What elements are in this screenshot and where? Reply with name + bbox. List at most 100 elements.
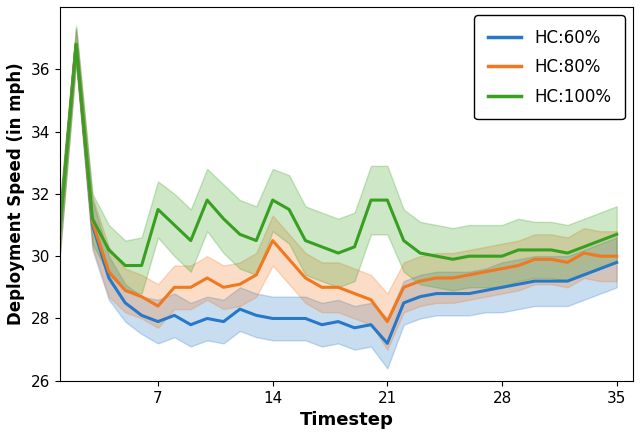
HC:80% — [252, 272, 260, 277]
HC:80% — [334, 285, 342, 290]
HC:60% — [547, 279, 555, 284]
HC:100% — [138, 263, 145, 268]
HC:60% — [613, 260, 621, 265]
HC:100% — [531, 247, 539, 252]
HC:80% — [285, 257, 293, 262]
HC:100% — [449, 257, 457, 262]
HC:60% — [564, 279, 572, 284]
HC:80% — [318, 285, 326, 290]
HC:100% — [613, 232, 621, 237]
HC:80% — [122, 288, 129, 293]
HC:60% — [72, 42, 80, 47]
HC:60% — [204, 316, 211, 321]
HC:80% — [236, 282, 244, 287]
HC:100% — [498, 254, 506, 259]
Line: HC:100%: HC:100% — [60, 44, 617, 266]
HC:60% — [89, 222, 97, 228]
HC:100% — [220, 216, 227, 221]
HC:60% — [269, 316, 276, 321]
HC:60% — [449, 291, 457, 296]
HC:80% — [187, 285, 195, 290]
HC:60% — [285, 316, 293, 321]
HC:100% — [285, 207, 293, 212]
HC:80% — [269, 238, 276, 243]
HC:80% — [220, 285, 227, 290]
HC:100% — [56, 228, 63, 234]
HC:80% — [564, 260, 572, 265]
HC:80% — [580, 250, 588, 255]
HC:60% — [400, 300, 408, 306]
HC:100% — [72, 42, 80, 47]
HC:60% — [187, 322, 195, 327]
HC:80% — [204, 276, 211, 281]
HC:100% — [269, 198, 276, 203]
HC:60% — [154, 319, 162, 324]
HC:80% — [433, 276, 440, 281]
HC:80% — [138, 294, 145, 299]
HC:60% — [318, 322, 326, 327]
HC:100% — [334, 250, 342, 255]
HC:100% — [105, 247, 113, 252]
HC:100% — [170, 222, 178, 228]
HC:80% — [613, 254, 621, 259]
HC:100% — [154, 207, 162, 212]
HC:60% — [482, 288, 490, 293]
HC:100% — [564, 250, 572, 255]
HC:100% — [122, 263, 129, 268]
HC:80% — [89, 219, 97, 225]
HC:80% — [301, 276, 309, 281]
HC:60% — [122, 300, 129, 306]
HC:100% — [433, 254, 440, 259]
Y-axis label: Deployment Speed (in mph): Deployment Speed (in mph) — [7, 62, 25, 325]
HC:80% — [596, 254, 604, 259]
HC:60% — [56, 228, 63, 234]
HC:60% — [416, 294, 424, 299]
HC:60% — [580, 272, 588, 277]
HC:80% — [170, 285, 178, 290]
HC:80% — [547, 257, 555, 262]
HC:80% — [351, 291, 358, 296]
HC:60% — [351, 325, 358, 330]
Line: HC:80%: HC:80% — [60, 44, 617, 322]
HC:60% — [531, 279, 539, 284]
HC:60% — [334, 319, 342, 324]
HC:80% — [515, 263, 522, 268]
HC:100% — [400, 238, 408, 243]
HC:80% — [383, 319, 391, 324]
HC:60% — [433, 291, 440, 296]
HC:60% — [498, 285, 506, 290]
HC:60% — [220, 319, 227, 324]
HC:60% — [465, 291, 473, 296]
HC:100% — [515, 247, 522, 252]
X-axis label: Timestep: Timestep — [300, 411, 394, 429]
HC:80% — [400, 285, 408, 290]
HC:80% — [72, 42, 80, 47]
HC:60% — [515, 282, 522, 287]
HC:80% — [498, 266, 506, 271]
HC:100% — [187, 238, 195, 243]
HC:60% — [383, 341, 391, 346]
HC:80% — [416, 279, 424, 284]
HC:100% — [465, 254, 473, 259]
HC:100% — [318, 244, 326, 249]
Line: HC:60%: HC:60% — [60, 44, 617, 344]
HC:100% — [383, 198, 391, 203]
Legend: HC:60%, HC:80%, HC:100%: HC:60%, HC:80%, HC:100% — [474, 15, 625, 119]
HC:60% — [596, 266, 604, 271]
HC:60% — [252, 313, 260, 318]
HC:80% — [531, 257, 539, 262]
HC:100% — [236, 232, 244, 237]
HC:60% — [367, 322, 375, 327]
HC:100% — [252, 238, 260, 243]
HC:100% — [367, 198, 375, 203]
HC:60% — [138, 313, 145, 318]
HC:80% — [465, 272, 473, 277]
HC:100% — [547, 247, 555, 252]
HC:80% — [449, 276, 457, 281]
HC:80% — [154, 303, 162, 309]
HC:60% — [170, 313, 178, 318]
HC:100% — [482, 254, 490, 259]
HC:60% — [301, 316, 309, 321]
HC:80% — [367, 297, 375, 303]
HC:100% — [580, 244, 588, 249]
